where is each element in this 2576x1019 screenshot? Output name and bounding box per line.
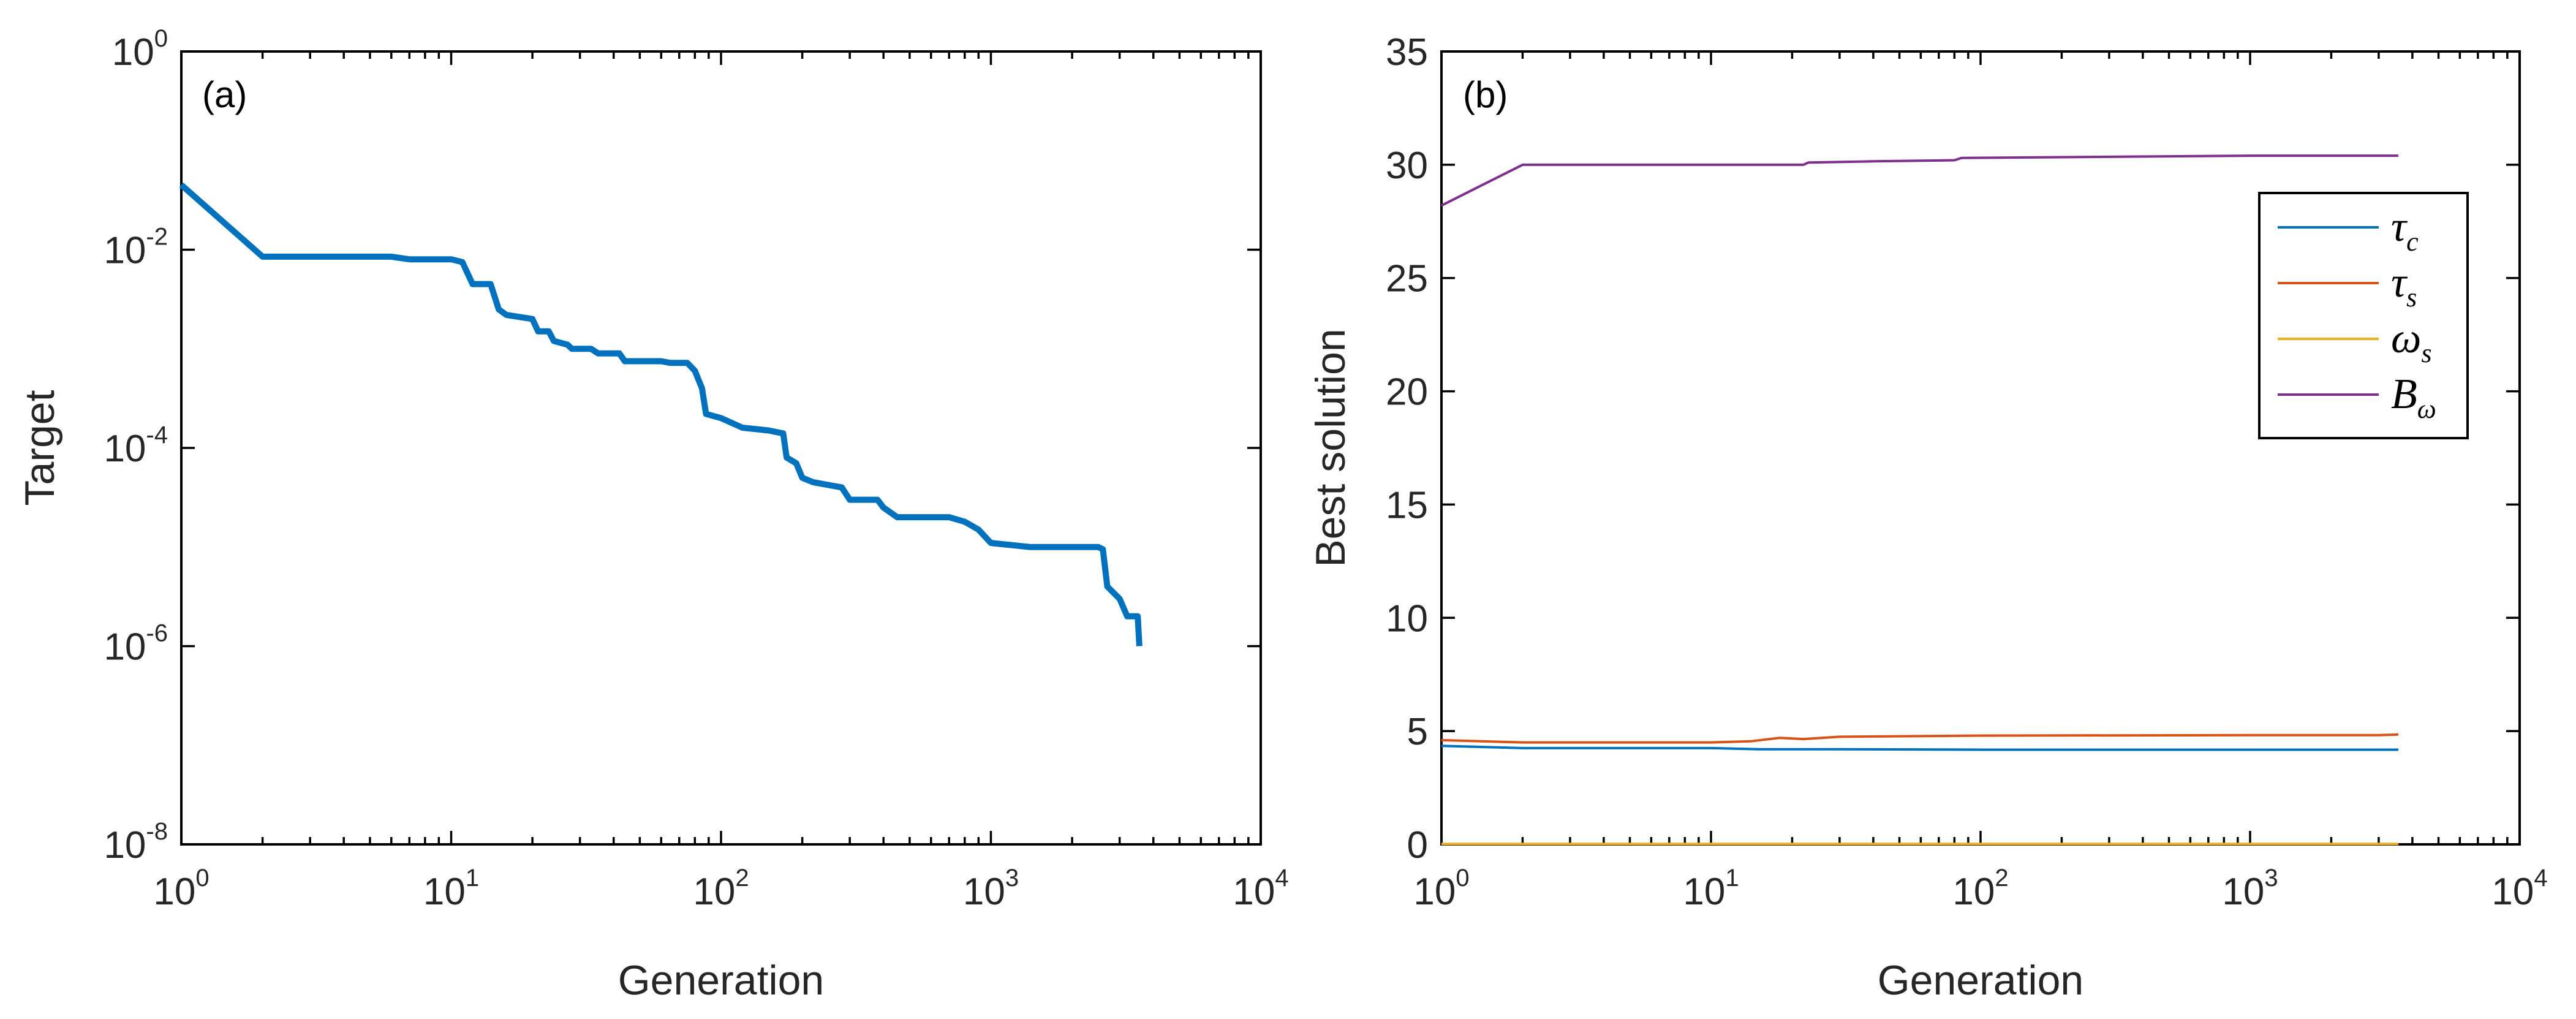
y-tick-label: 10 (1386, 597, 1428, 640)
y-tick-label: 10-2 (104, 224, 168, 272)
series-line-τs (1441, 733, 2399, 744)
panel-a-target-chart: 100 101 102 103 104 100 10-2 10-4 10-6 10-8 Genera… (17, 25, 1289, 1004)
legend-label: τs (2391, 259, 2417, 313)
legend-label: Bω (2391, 371, 2436, 424)
legend-label: τc (2391, 203, 2419, 257)
legend-box (2258, 192, 2469, 439)
y-tick-label: 10-4 (104, 422, 168, 470)
y-tick-label: 5 (1407, 711, 1428, 753)
x-tick-label: 101 (423, 865, 479, 913)
panel-label: (a) (202, 74, 247, 115)
y-tick-label: 35 (1386, 31, 1428, 74)
y-tick-label: 10-8 (104, 818, 168, 866)
y-tick-label: 100 (112, 25, 168, 74)
panel-label: (b) (1463, 74, 1508, 115)
y-ticks (181, 50, 1261, 846)
series-line-Target (179, 183, 1143, 646)
x-tick-label: 100 (153, 865, 209, 913)
legend-label: ωs (2391, 315, 2432, 368)
x-ticks (180, 51, 1262, 844)
x-tick-label: 103 (2222, 865, 2278, 913)
y-tick-label: 10-6 (104, 620, 168, 669)
y-axis-label: Target (17, 390, 63, 506)
y-tick-label: 0 (1407, 824, 1428, 866)
x-tick-label: 102 (1952, 865, 2008, 913)
x-axis-label: Generation (618, 957, 824, 1004)
y-axis-label: Best solution (1307, 328, 1354, 567)
y-tick-label: 25 (1386, 258, 1428, 300)
y-tick-label: 20 (1386, 371, 1428, 414)
x-tick-label: 101 (1683, 865, 1739, 913)
y-ticks (1441, 50, 2520, 846)
x-tick-label: 102 (693, 865, 749, 913)
x-tick-label: 104 (1233, 865, 1288, 913)
series-line-Bω (1441, 154, 2399, 207)
x-tick-label: 104 (2491, 865, 2547, 913)
x-axis-label: Generation (1878, 957, 2083, 1004)
panel-b-best-solution-chart: 100 101 102 103 104 0 5 10 15 20 25 30 35 Generation B… (1307, 31, 2548, 1004)
plot-frame (1440, 50, 2521, 846)
x-ticks (1440, 51, 2521, 844)
series-line-τc (1441, 744, 2399, 751)
y-tick-label: 30 (1386, 145, 1428, 187)
x-tick-label: 103 (963, 865, 1019, 913)
x-tick-label: 100 (1413, 865, 1469, 913)
y-tick-label: 15 (1386, 484, 1428, 526)
plot-frame (180, 50, 1262, 846)
